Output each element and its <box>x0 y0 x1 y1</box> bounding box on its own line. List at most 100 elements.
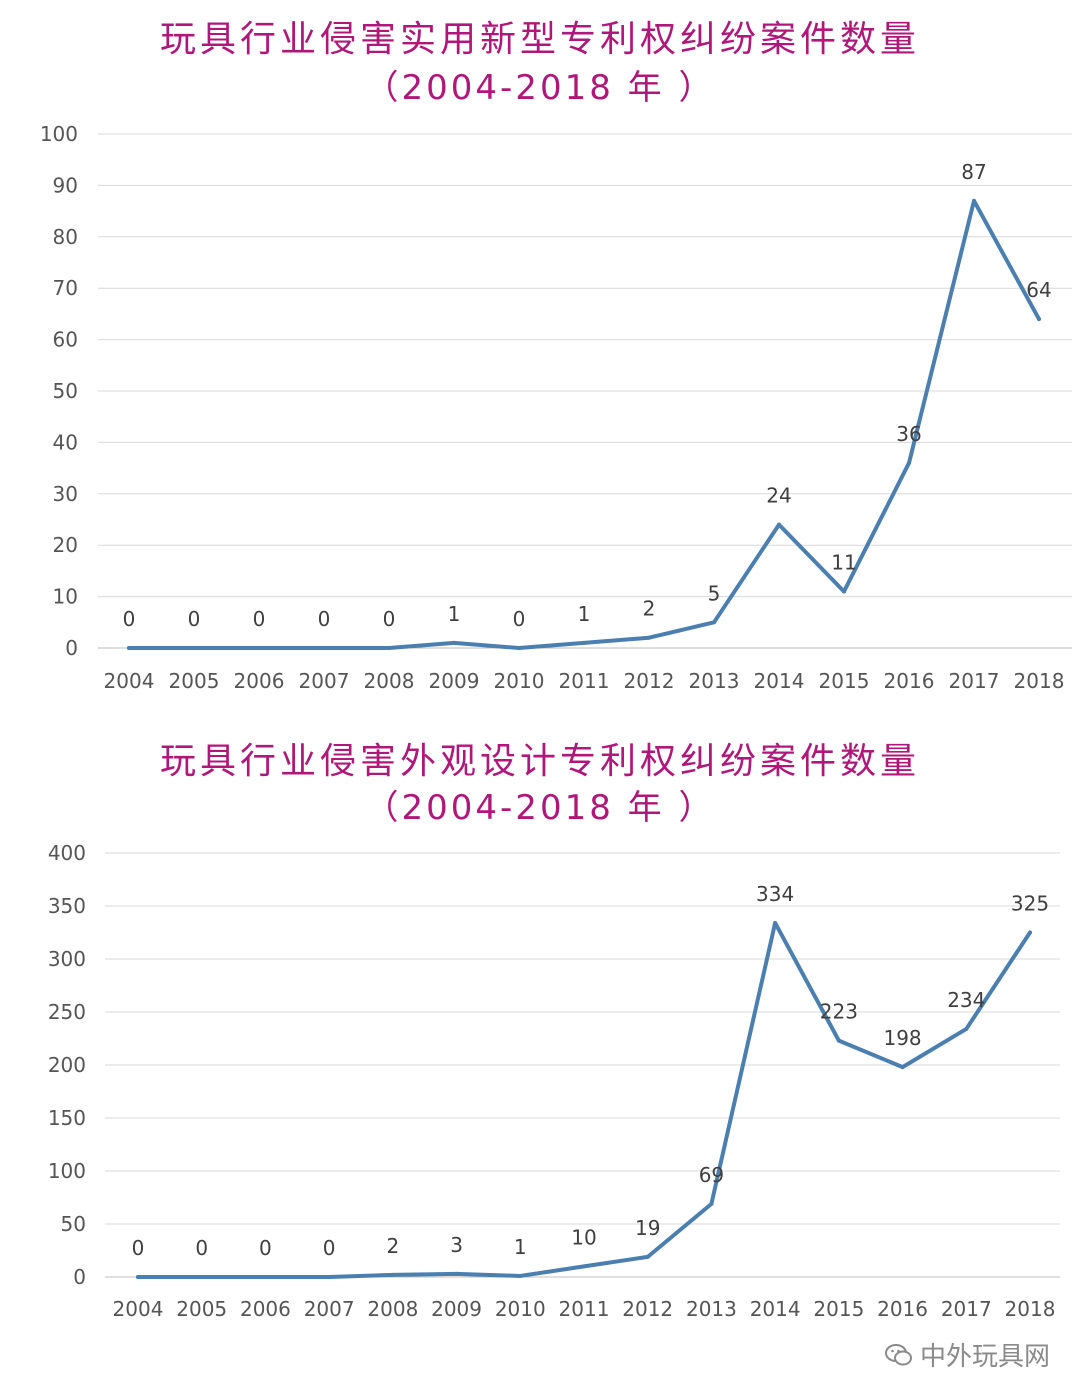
data-point <box>582 640 586 645</box>
data-point <box>836 1038 841 1043</box>
x-tick-label: 2007 <box>299 669 350 693</box>
chart2-subtitle: （2004-2018 年 ） <box>364 788 716 828</box>
y-tick-label: 100 <box>40 122 78 146</box>
data-point <box>582 1264 586 1269</box>
data-point <box>1037 317 1041 322</box>
data-point <box>842 589 846 594</box>
data-label: 0 <box>188 607 201 631</box>
y-tick-label: 350 <box>48 894 86 918</box>
x-tick-label: 2015 <box>819 669 870 693</box>
chart1-subtitle: （2004-2018 年 ） <box>364 68 716 108</box>
x-tick-label: 2005 <box>176 1297 227 1321</box>
y-tick-label: 0 <box>73 1265 86 1289</box>
y-tick-label: 20 <box>53 533 78 557</box>
x-tick-label: 2018 <box>1005 1297 1056 1321</box>
data-label: 0 <box>259 1236 272 1260</box>
data-point <box>1028 930 1032 935</box>
x-tick-label: 2004 <box>113 1297 164 1321</box>
data-label: 198 <box>883 1026 921 1050</box>
data-label: 19 <box>635 1216 660 1240</box>
data-label: 0 <box>323 1236 336 1260</box>
x-tick-label: 2017 <box>941 1297 992 1321</box>
data-label: 0 <box>132 1236 145 1260</box>
data-label: 5 <box>708 581 721 605</box>
x-tick-label: 2011 <box>559 1297 610 1321</box>
x-tick-label: 2012 <box>624 669 675 693</box>
y-tick-label: 100 <box>48 1159 86 1183</box>
data-point <box>647 635 651 640</box>
x-tick-label: 2010 <box>494 669 545 693</box>
data-label: 0 <box>195 1236 208 1260</box>
x-tick-label: 2017 <box>949 669 1000 693</box>
watermark-text: 中外玩具网 <box>919 1342 1050 1372</box>
data-label: 0 <box>383 607 396 631</box>
data-point <box>907 460 911 465</box>
x-tick-label: 2018 <box>1014 669 1065 693</box>
x-tick-label: 2014 <box>754 669 805 693</box>
y-tick-label: 30 <box>53 482 78 506</box>
data-label: 0 <box>253 607 266 631</box>
data-point <box>518 1273 523 1278</box>
data-label: 1 <box>578 602 591 626</box>
y-tick-label: 400 <box>48 841 86 865</box>
data-point <box>773 920 778 925</box>
data-label: 64 <box>1026 278 1051 302</box>
x-tick-label: 2016 <box>877 1297 928 1321</box>
data-point <box>263 1275 268 1279</box>
data-point <box>257 646 261 650</box>
y-tick-label: 90 <box>53 173 78 197</box>
data-point <box>454 1271 459 1276</box>
y-tick-label: 70 <box>53 276 78 300</box>
data-point <box>136 1275 140 1279</box>
data-label: 325 <box>1011 892 1049 916</box>
data-label: 223 <box>820 1000 858 1024</box>
data-label: 0 <box>513 607 526 631</box>
data-point <box>972 198 976 203</box>
data-label: 36 <box>896 422 921 446</box>
data-label: 1 <box>448 602 461 626</box>
data-point <box>387 646 391 650</box>
y-tick-label: 0 <box>65 636 78 660</box>
data-point <box>390 1272 395 1277</box>
y-tick-label: 40 <box>53 430 78 454</box>
chart2-title: 玩具行业侵害外观设计专利权纠纷案件数量 <box>159 741 920 782</box>
x-tick-label: 2009 <box>431 1297 482 1321</box>
data-label: 3 <box>450 1233 463 1257</box>
data-label: 1 <box>514 1235 527 1259</box>
y-tick-label: 250 <box>48 1000 86 1024</box>
data-label: 24 <box>766 484 791 508</box>
x-tick-label: 2008 <box>364 669 415 693</box>
y-tick-label: 80 <box>53 225 78 249</box>
y-tick-label: 50 <box>53 379 78 403</box>
y-tick-label: 150 <box>48 1106 86 1130</box>
x-tick-label: 2004 <box>104 669 155 693</box>
x-tick-label: 2007 <box>304 1297 355 1321</box>
data-point <box>712 620 716 625</box>
x-tick-label: 2005 <box>169 669 220 693</box>
x-tick-label: 2013 <box>689 669 740 693</box>
data-label: 87 <box>961 160 986 184</box>
data-label: 234 <box>947 988 985 1012</box>
y-tick-label: 50 <box>61 1212 86 1236</box>
x-tick-label: 2008 <box>367 1297 418 1321</box>
chart1-title: 玩具行业侵害实用新型专利权纠纷案件数量 <box>159 19 920 60</box>
y-tick-label: 300 <box>48 947 86 971</box>
data-label: 10 <box>571 1225 596 1249</box>
x-tick-label: 2006 <box>234 669 285 693</box>
data-point <box>645 1254 650 1259</box>
x-tick-label: 2015 <box>813 1297 864 1321</box>
watermark: 中外玩具网 <box>884 1336 1050 1373</box>
data-point <box>709 1201 714 1206</box>
data-label: 2 <box>643 597 656 621</box>
data-label: 2 <box>386 1234 399 1258</box>
data-point <box>127 646 131 650</box>
data-point <box>322 646 326 650</box>
data-label: 69 <box>699 1163 724 1187</box>
data-point <box>900 1065 905 1070</box>
data-label: 334 <box>756 882 794 906</box>
data-point <box>964 1026 969 1031</box>
data-point <box>777 522 781 527</box>
y-tick-label: 200 <box>48 1053 86 1077</box>
